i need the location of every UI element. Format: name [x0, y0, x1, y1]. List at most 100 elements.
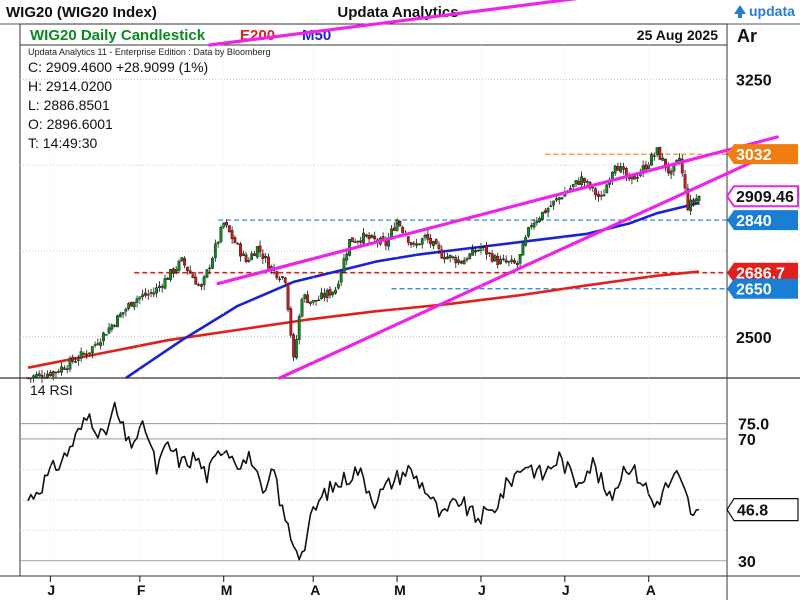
- candle[interactable]: [429, 234, 433, 248]
- candle[interactable]: [144, 288, 147, 298]
- candle[interactable]: [524, 234, 528, 247]
- candle[interactable]: [71, 354, 75, 364]
- candle[interactable]: [583, 177, 586, 188]
- candle[interactable]: [121, 311, 125, 319]
- candle[interactable]: [529, 222, 533, 230]
- candle[interactable]: [283, 276, 287, 285]
- candle[interactable]: [96, 338, 100, 346]
- candle[interactable]: [74, 357, 77, 364]
- candle[interactable]: [267, 253, 270, 269]
- candle[interactable]: [130, 301, 133, 307]
- candle[interactable]: [387, 233, 391, 251]
- candle[interactable]: [370, 234, 374, 239]
- candle[interactable]: [65, 364, 69, 374]
- candle[interactable]: [211, 256, 214, 270]
- candle[interactable]: [546, 206, 550, 218]
- candle[interactable]: [286, 282, 290, 312]
- candle[interactable]: [40, 369, 44, 384]
- candle[interactable]: [62, 365, 66, 370]
- candle[interactable]: [322, 288, 326, 302]
- candle[interactable]: [336, 280, 340, 290]
- candle[interactable]: [169, 269, 172, 282]
- candle[interactable]: [485, 242, 488, 260]
- candle[interactable]: [622, 162, 625, 175]
- candle[interactable]: [532, 218, 536, 230]
- candle[interactable]: [244, 252, 248, 264]
- candle[interactable]: [104, 333, 108, 336]
- candle[interactable]: [241, 250, 245, 257]
- candle[interactable]: [585, 179, 589, 186]
- candle[interactable]: [82, 351, 86, 356]
- candle[interactable]: [420, 237, 424, 249]
- candle[interactable]: [415, 238, 419, 249]
- candle[interactable]: [490, 250, 494, 264]
- candle[interactable]: [255, 245, 259, 259]
- candle[interactable]: [350, 237, 354, 243]
- candle[interactable]: [308, 301, 312, 307]
- trendline-channel-bottom[interactable]: [278, 146, 785, 380]
- rsi-line[interactable]: [27, 401, 700, 561]
- candle[interactable]: [353, 238, 357, 243]
- candle[interactable]: [538, 216, 542, 224]
- candle[interactable]: [185, 266, 189, 275]
- candle[interactable]: [233, 235, 237, 244]
- candle[interactable]: [686, 184, 690, 212]
- candle[interactable]: [166, 276, 170, 280]
- candle[interactable]: [672, 164, 676, 176]
- candle[interactable]: [580, 171, 584, 190]
- candle[interactable]: [295, 335, 298, 360]
- candle[interactable]: [602, 189, 606, 197]
- candle[interactable]: [57, 368, 61, 374]
- candle[interactable]: [102, 331, 105, 346]
- candle[interactable]: [406, 235, 410, 246]
- candle[interactable]: [412, 240, 416, 248]
- candle[interactable]: [527, 226, 530, 239]
- candle[interactable]: [250, 250, 254, 261]
- candle[interactable]: [694, 193, 698, 205]
- candle[interactable]: [152, 287, 156, 298]
- candle[interactable]: [471, 244, 474, 256]
- candle[interactable]: [158, 281, 161, 292]
- candle[interactable]: [356, 240, 360, 245]
- candle[interactable]: [454, 254, 458, 268]
- candle[interactable]: [493, 253, 497, 262]
- candle[interactable]: [650, 152, 653, 166]
- candle[interactable]: [76, 354, 80, 366]
- candle[interactable]: [155, 283, 159, 298]
- candle[interactable]: [373, 231, 377, 241]
- candle[interactable]: [43, 372, 47, 379]
- candle[interactable]: [258, 240, 262, 258]
- candle[interactable]: [132, 301, 136, 311]
- candle[interactable]: [205, 269, 209, 279]
- candle[interactable]: [110, 323, 114, 332]
- candle[interactable]: [163, 274, 167, 290]
- candle[interactable]: [683, 170, 687, 193]
- candle[interactable]: [465, 256, 469, 263]
- candle[interactable]: [180, 257, 184, 262]
- candle[interactable]: [342, 254, 346, 273]
- candle[interactable]: [90, 346, 94, 359]
- candle[interactable]: [462, 257, 466, 265]
- candle[interactable]: [213, 239, 217, 262]
- m50-line[interactable]: [125, 201, 700, 380]
- candle[interactable]: [448, 254, 452, 263]
- candle[interactable]: [68, 355, 72, 372]
- candle[interactable]: [574, 180, 578, 188]
- candle[interactable]: [174, 266, 178, 275]
- candle[interactable]: [367, 232, 371, 244]
- candle[interactable]: [328, 286, 332, 299]
- candle[interactable]: [194, 272, 198, 285]
- candle[interactable]: [199, 283, 203, 290]
- candle[interactable]: [513, 258, 516, 264]
- candle[interactable]: [599, 190, 603, 201]
- candle[interactable]: [88, 352, 91, 356]
- candle[interactable]: [317, 295, 321, 302]
- candle[interactable]: [32, 374, 35, 383]
- candle[interactable]: [339, 270, 343, 287]
- trend-channel[interactable]: [208, 0, 785, 380]
- candle[interactable]: [191, 272, 195, 279]
- candle[interactable]: [596, 190, 600, 202]
- candle[interactable]: [468, 252, 472, 260]
- candle[interactable]: [331, 291, 335, 298]
- candle[interactable]: [543, 208, 547, 214]
